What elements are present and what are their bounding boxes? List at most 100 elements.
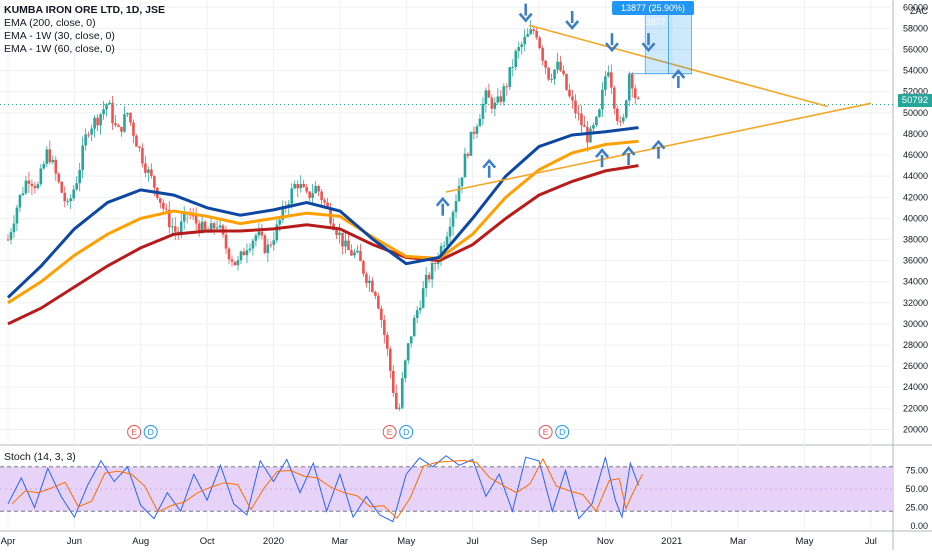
price-tick-label: 50000: [903, 108, 928, 118]
candle-body: [565, 74, 568, 90]
candle-body: [478, 118, 482, 127]
arrow-head: [671, 68, 686, 79]
candle-body: [350, 250, 353, 256]
candle-body: [123, 114, 126, 132]
candle-body: [344, 240, 347, 247]
candle-body: [541, 48, 544, 61]
price-tick-label: 32000: [903, 298, 928, 308]
dividend-marker: [555, 425, 570, 439]
candle-body: [430, 263, 434, 280]
candle-body: [353, 252, 356, 256]
candle-body: [299, 184, 303, 189]
arrow-head: [482, 158, 497, 169]
candle-body: [442, 245, 446, 247]
price-tick-label: 54000: [903, 66, 928, 76]
candle-body: [144, 163, 147, 173]
candle-body: [27, 180, 31, 184]
candle-body: [120, 126, 123, 132]
candle-body: [33, 185, 37, 189]
price-tick-label: 52000: [903, 87, 928, 97]
price-tick-label: 60000: [903, 2, 928, 12]
dividend-marker: [399, 425, 414, 439]
candle-body: [499, 96, 503, 102]
candle-body: [511, 67, 515, 69]
candle-body: [170, 226, 174, 228]
candle-body: [562, 70, 565, 75]
candle-body: [604, 76, 607, 90]
upper-trendline: [528, 24, 828, 108]
candle-body: [132, 122, 135, 136]
candle-body: [60, 181, 64, 193]
price-tick-label: 40000: [903, 213, 928, 223]
candle-body: [290, 188, 294, 204]
candle-body: [147, 169, 150, 173]
price-tick-label: 56000: [903, 44, 928, 54]
candle-body: [529, 29, 532, 35]
candle-body: [159, 198, 162, 203]
candle-body: [466, 153, 470, 156]
candle-body: [126, 112, 129, 115]
candle-body: [135, 135, 138, 147]
candle-body: [520, 44, 524, 48]
candle-body: [57, 173, 61, 182]
candle-body: [391, 370, 395, 393]
earnings-marker: [127, 425, 142, 439]
candle-body: [389, 348, 392, 371]
marker-label: E: [131, 427, 137, 437]
candle-body: [421, 288, 425, 308]
candle-body: [368, 280, 371, 283]
arrow-down-icon: [641, 33, 656, 53]
candle-body: [165, 208, 168, 210]
candle-body: [493, 102, 497, 109]
candle-body: [117, 125, 120, 127]
candle-body: [111, 102, 114, 124]
arrow-head: [651, 139, 666, 150]
candle-body: [463, 153, 467, 178]
candle-body: [269, 244, 273, 246]
price-tick-label: 38000: [903, 234, 928, 244]
price-tick-label: 58000: [903, 23, 928, 33]
candle-body: [436, 260, 440, 264]
candle-body: [233, 261, 237, 266]
candle-body: [254, 235, 258, 241]
candle-body: [613, 87, 616, 109]
candle-body: [260, 231, 264, 236]
candle-body: [469, 131, 473, 156]
candle-body: [9, 232, 13, 240]
candle-body: [448, 226, 452, 237]
candle-body: [409, 336, 413, 344]
candle-body: [90, 128, 93, 135]
candle-body: [618, 121, 622, 123]
candle-body: [266, 244, 270, 253]
ema-200-line: [7, 164, 639, 326]
candle-body: [239, 251, 243, 261]
arrow-head: [621, 146, 636, 156]
candle-body: [323, 200, 326, 203]
time-tick-label: Mar: [730, 536, 746, 547]
stoch-d-line: [11, 457, 643, 519]
candle-body: [400, 378, 404, 408]
candle-body: [445, 236, 449, 246]
ema-1w-30-line: [7, 139, 639, 305]
candle-body: [138, 146, 141, 148]
candle-body: [302, 184, 305, 188]
candle-body: [418, 307, 422, 311]
candle-body: [311, 193, 314, 198]
candle-body: [335, 229, 338, 235]
candle-body: [607, 72, 610, 77]
candle-body: [209, 223, 213, 233]
candle-body: [179, 221, 183, 234]
price-tick-label: 24000: [903, 382, 928, 392]
earnings-marker: [538, 425, 553, 439]
candle-body: [505, 86, 509, 88]
arrow-up-icon: [595, 148, 610, 168]
candle-body: [75, 183, 78, 190]
candle-body: [427, 274, 431, 280]
price-tick-label: 28000: [903, 340, 928, 350]
stoch-tick-label: 0.00: [910, 521, 928, 531]
price-tick-label: 48000: [903, 129, 928, 139]
candle-body: [568, 89, 571, 97]
candle-body: [362, 261, 365, 274]
candle-body: [212, 223, 216, 229]
arrow-head: [595, 148, 610, 158]
